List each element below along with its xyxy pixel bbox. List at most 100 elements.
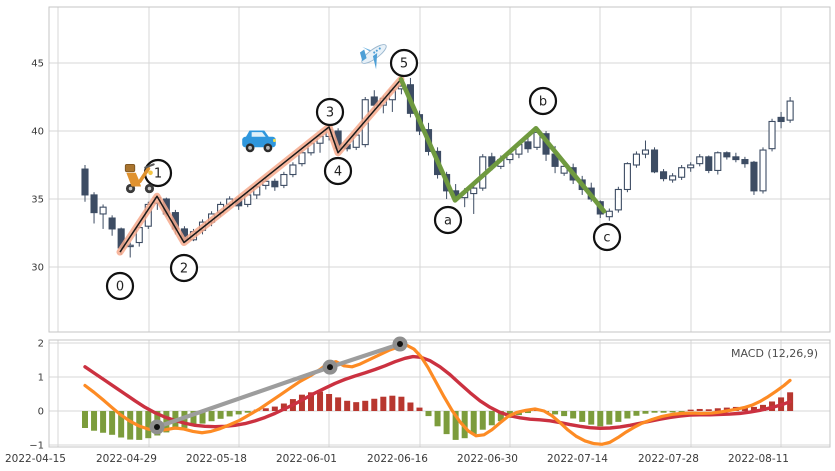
candle-body-down [723, 152, 731, 158]
macd-hist-bar-neg [497, 411, 504, 422]
candlestick [90, 192, 98, 224]
macd-hist-bar-neg [461, 411, 468, 439]
macd-hist-bar-neg [606, 411, 613, 425]
wave-label-3: 3 [315, 97, 345, 127]
wave-circle [315, 97, 345, 127]
correction-wave-line [398, 77, 607, 214]
impulse-wave-line [119, 78, 402, 253]
candle-body-down [650, 149, 659, 173]
scooter-headlight [148, 170, 153, 176]
macd-line [83, 343, 792, 446]
candle-body-up [280, 173, 288, 186]
macd-hist-bar-pos [353, 402, 360, 411]
macd-y-tick-label: 2 [38, 339, 44, 350]
candlestick [759, 147, 767, 194]
wave-circle [105, 271, 135, 301]
macd-hist-bar-pos [298, 394, 305, 411]
candle-body-up [696, 156, 704, 165]
macd-hist-bar-pos [416, 407, 423, 411]
car-hub [266, 145, 270, 150]
candlestick [786, 97, 794, 123]
price-y-tick-label: 30 [31, 263, 44, 274]
scooter-body [126, 172, 142, 187]
candle-body-up [605, 210, 613, 218]
candle-body-down [90, 194, 98, 214]
x-tick-label: 2022-06-30 [457, 453, 518, 465]
macd-hist-bar-pos [398, 396, 405, 411]
candle-body-down [777, 116, 785, 123]
macd-hist-bar-neg [109, 411, 116, 435]
plane-tail [359, 49, 367, 62]
candlestick [605, 208, 613, 221]
candle-body-up [614, 188, 622, 211]
candlestick [678, 165, 686, 180]
trend-dot-center [327, 364, 333, 371]
macd-hist-bar-neg [597, 411, 604, 427]
x-tick-label: 2022-04-15 [5, 453, 66, 465]
candlestick [650, 147, 659, 174]
plane-rotated [359, 44, 387, 70]
x-tick-label: 2022-06-01 [276, 453, 337, 465]
candle-body-up [687, 164, 695, 169]
candlestick [81, 165, 89, 202]
wave-lines-layer [116, 75, 607, 256]
scooter-icon [124, 163, 155, 194]
macd-hist-bar-pos [750, 406, 757, 411]
candle-body-up [289, 164, 297, 176]
macd-indicator-label: MACD (12,26,9) [731, 347, 818, 360]
macd-signal-line [83, 354, 792, 431]
wave-label-2: 2 [169, 253, 199, 283]
macd-hist-bar-neg [100, 411, 107, 433]
plane-icon [359, 44, 387, 70]
car-hub [248, 145, 252, 150]
macd-hist-bar-neg [199, 411, 206, 424]
macd-hist-bar-neg [669, 411, 676, 413]
candlestick [732, 152, 740, 163]
candle-body-down [660, 171, 668, 180]
candlestick [696, 154, 704, 167]
candlestick [714, 151, 722, 175]
macd-hist-bar-pos [262, 408, 269, 411]
wave-circle-text: a [444, 214, 452, 229]
candles-layer [81, 77, 794, 258]
candlestick [777, 111, 785, 129]
wave-circle-text: 3 [326, 106, 334, 121]
candlestick [632, 151, 640, 168]
macd-hist-bar-pos [407, 402, 414, 411]
candle-body-up [768, 120, 776, 150]
wave-circle [323, 156, 353, 186]
x-tick-label: 2022-07-14 [547, 453, 608, 465]
candlestick [280, 171, 288, 189]
macd-y-tick-label: −1 [29, 441, 44, 452]
wave-label-c: c [592, 222, 622, 252]
price-y-tick-label: 40 [31, 127, 44, 138]
wave-circle [592, 222, 622, 252]
wave-circle-text: 1 [154, 167, 162, 182]
wave-circle [389, 48, 419, 78]
macd-hist-bar-pos [705, 409, 712, 411]
scooter-hub [147, 186, 152, 191]
annotations-layer: 0 1 2 3 4 5 a b c [105, 44, 622, 301]
candle-body-down [524, 141, 532, 150]
candlestick [705, 155, 713, 174]
wave-circle-text: 2 [180, 262, 188, 277]
candlestick [289, 162, 297, 178]
macd-trend-line [154, 341, 403, 430]
candle-body-down [271, 180, 279, 188]
plane-window [378, 47, 381, 50]
wave-circle-text: b [539, 95, 547, 110]
macd-hist-bar-neg [452, 411, 459, 440]
macd-hist-bar-pos [326, 394, 333, 411]
car-icon [242, 130, 276, 153]
wave-circle [433, 205, 463, 235]
macd-hist-bar-neg [443, 411, 450, 435]
macd-hist-bar-pos [317, 391, 324, 411]
macd-hist-bar-neg [570, 411, 577, 419]
macd-hist-bar-pos [389, 395, 396, 411]
macd-hist-bar-pos [380, 396, 387, 411]
macd-hist-bar-pos [344, 400, 351, 411]
macd-hist-bar-neg [434, 411, 441, 427]
car-headlight [273, 138, 276, 143]
car-window [251, 132, 266, 138]
